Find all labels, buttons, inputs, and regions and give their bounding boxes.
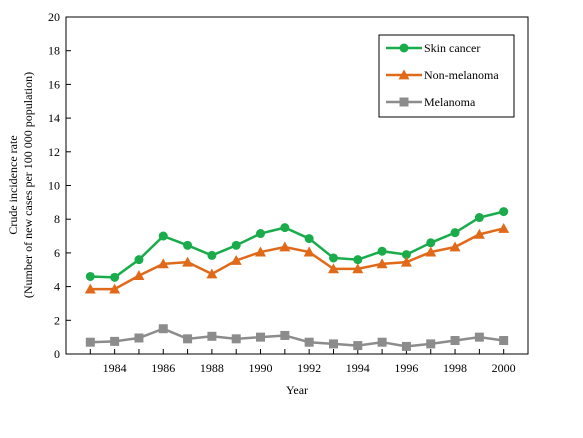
series-skin-cancer [85, 207, 509, 282]
data-point [134, 255, 144, 265]
data-point [183, 240, 193, 250]
x-tick-label: 1986 [151, 361, 175, 375]
data-point [134, 333, 144, 343]
data-point [85, 271, 95, 281]
data-point [231, 334, 241, 344]
y-tick-label: 6 [54, 246, 60, 260]
data-point [498, 222, 510, 233]
data-point [377, 337, 387, 347]
data-point [84, 283, 96, 294]
data-point [110, 336, 120, 346]
data-point [425, 246, 437, 257]
y-tick-label: 16 [48, 77, 60, 91]
data-point [473, 228, 485, 239]
data-point [158, 324, 168, 334]
data-point [230, 254, 242, 265]
data-point [133, 270, 145, 281]
data-point [377, 246, 387, 256]
data-point [328, 339, 338, 349]
data-point [256, 332, 266, 342]
data-point [280, 330, 290, 340]
data-point [352, 263, 364, 274]
series-layer [84, 207, 510, 351]
x-tick-label: 1990 [249, 361, 273, 375]
data-point [426, 339, 436, 349]
data-point [206, 268, 218, 279]
x-tick-label: 1994 [346, 361, 370, 375]
y-tick-label: 12 [48, 145, 60, 159]
series-melanoma [85, 324, 509, 351]
data-point [109, 283, 121, 294]
data-point [280, 223, 290, 233]
data-point [474, 213, 484, 223]
data-point [256, 229, 266, 239]
data-point [474, 332, 484, 342]
y-tick-label: 0 [54, 347, 60, 361]
data-point [450, 228, 460, 238]
x-tick-label: 1992 [297, 361, 321, 375]
y-axis-label-line1: Crude incidence rate [6, 135, 20, 234]
legend-swatch-marker [398, 69, 410, 80]
x-tick-label: 1984 [103, 361, 127, 375]
data-point [110, 272, 120, 282]
legend-label: Melanoma [424, 95, 476, 109]
data-point [426, 238, 436, 248]
y-tick-label: 18 [48, 44, 60, 58]
data-point [157, 258, 169, 269]
data-point [401, 250, 411, 260]
y-tick-label: 10 [48, 179, 60, 193]
y-tick-label: 20 [48, 10, 60, 24]
data-point [182, 256, 194, 267]
data-point [376, 258, 388, 269]
data-point [207, 250, 217, 260]
x-tick-label: 1988 [200, 361, 224, 375]
y-tick-label: 8 [54, 212, 60, 226]
y-axis-label-line2: (Number of new cases per 100 000 populat… [21, 72, 35, 298]
y-tick-label: 4 [54, 280, 60, 294]
y-axis: 0 2 4 6 8 10 12 14 16 18 20 [48, 10, 71, 361]
legend: Skin cancer Non-melanoma Melanoma [378, 34, 515, 118]
data-point [85, 337, 95, 347]
data-point [158, 231, 168, 241]
data-point [499, 207, 509, 217]
y-tick-label: 14 [48, 111, 60, 125]
x-tick-label: 1996 [394, 361, 418, 375]
data-point [183, 334, 193, 344]
data-point [353, 255, 363, 265]
data-point [401, 341, 411, 351]
x-tick-label: 2000 [492, 361, 516, 375]
data-point [327, 263, 339, 274]
data-point [207, 331, 217, 341]
data-point [449, 241, 461, 252]
x-axis: 1984 1986 1988 1990 1992 1994 1996 1998 2000 [89, 349, 516, 375]
y-tick-label: 2 [54, 313, 60, 327]
data-point [231, 240, 241, 250]
data-point [450, 336, 460, 346]
legend-label: Non-melanoma [424, 68, 499, 82]
legend-swatch-marker [399, 97, 409, 107]
x-tick-label: 1998 [443, 361, 467, 375]
data-point [255, 246, 267, 257]
data-point [304, 234, 314, 244]
legend-swatch-marker [399, 43, 409, 53]
data-point [279, 241, 291, 252]
x-axis-label: Year [286, 383, 308, 397]
data-point [499, 336, 509, 346]
data-point [303, 246, 315, 257]
series-non-melanoma [84, 222, 510, 294]
legend-label: Skin cancer [424, 41, 480, 55]
data-point [304, 337, 314, 347]
data-point [328, 253, 338, 263]
data-point [353, 341, 363, 351]
data-point [400, 256, 412, 267]
